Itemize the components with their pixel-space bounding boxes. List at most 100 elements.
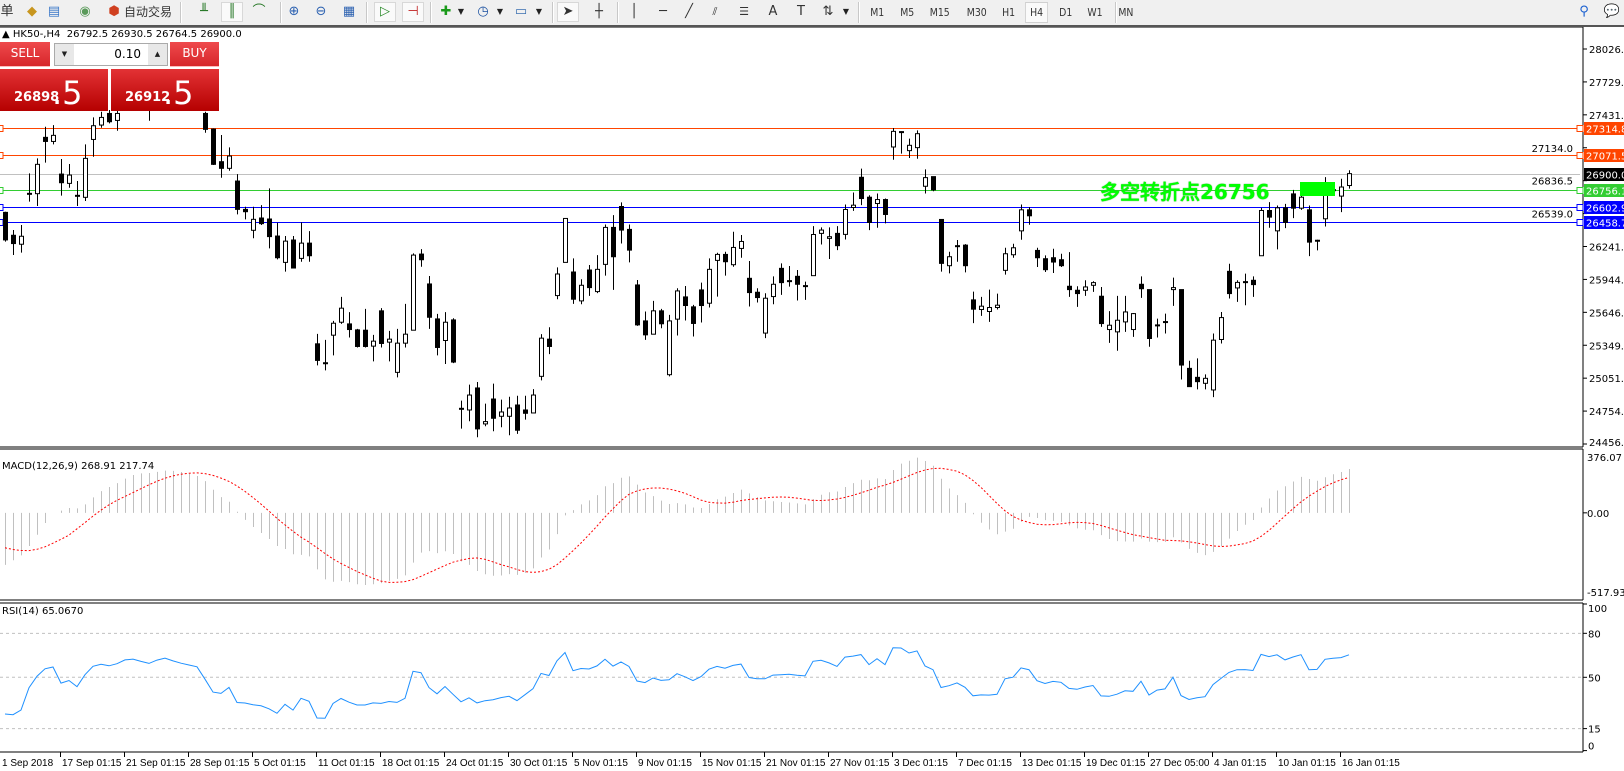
candle (683, 285, 688, 321)
crosshair-icon[interactable]: ┼ (595, 4, 603, 19)
text-icon[interactable]: A (768, 4, 778, 19)
lot-size-stepper[interactable]: ▼ 0.10 ▲ (54, 43, 168, 66)
candle-body-bull (851, 204, 856, 208)
auto-trading-icon[interactable]: ⬢ (108, 4, 120, 19)
line-handle-right (1576, 204, 1584, 211)
candle (771, 276, 776, 305)
candle (923, 169, 928, 194)
collapse-arrow-icon[interactable]: ▲ (2, 29, 10, 40)
templates-icon[interactable]: ▭ (514, 4, 528, 19)
candle-body-bear (1251, 279, 1256, 286)
timeframe-d1[interactable]: D1 (1058, 6, 1072, 19)
candle (963, 244, 968, 273)
candle-body-bear (1155, 324, 1160, 327)
candle-body-bear (963, 244, 968, 267)
candle-body-bull (715, 253, 720, 261)
fibonacci-icon[interactable]: ☰ (739, 5, 749, 18)
candle (1011, 243, 1016, 258)
line-handle-right (1576, 187, 1584, 194)
candle (1123, 295, 1128, 332)
candle (475, 381, 480, 438)
candle (595, 255, 600, 294)
auto-trading-button[interactable]: 自动交易 (124, 5, 173, 19)
candle (291, 236, 296, 269)
text-label-icon[interactable]: T (797, 4, 805, 19)
timeframe-m30[interactable]: M30 (966, 6, 987, 19)
buy-price-box[interactable]: 26912 .5 (111, 69, 219, 111)
periods-dropdown[interactable]: ▼ (496, 7, 504, 16)
candle (1227, 263, 1232, 299)
sell-button[interactable]: SELL (0, 42, 50, 67)
signal-icon[interactable]: ◉ (79, 4, 91, 19)
candle (483, 403, 488, 427)
indicators-icon[interactable]: ✚ (440, 4, 452, 19)
periods-clock-icon[interactable]: ◷ (477, 4, 489, 19)
price-axis: 28026.5 27729.0 27431.5 27134.0 26836.5 26539… (1532, 45, 1624, 753)
candle-body-bull (1299, 196, 1304, 209)
timeframe-m1[interactable]: M1 (870, 6, 885, 19)
chart-shift-icon[interactable]: ⊣ (402, 2, 424, 22)
templates-dropdown[interactable]: ▼ (535, 7, 543, 16)
buy-button[interactable]: BUY (170, 42, 219, 67)
candlestick-chart-icon[interactable]: ║ (221, 2, 243, 22)
timeframe-m5[interactable]: M5 (899, 6, 914, 19)
time-label: 5 Oct 01:15 (254, 758, 306, 769)
bar-chart-icon[interactable]: ╨ (200, 4, 208, 19)
candle-body-bull (819, 229, 824, 234)
zoom-out-icon[interactable]: ⊖ (315, 4, 327, 19)
candle (1187, 360, 1192, 388)
search-icon[interactable]: ⚲ (1579, 4, 1589, 19)
horizontal-line-icon[interactable]: ─ (659, 4, 667, 19)
lot-decrease-icon[interactable]: ▼ (55, 44, 74, 65)
line-chart-icon[interactable]: ⌒ (252, 4, 266, 19)
timeframe-m15[interactable]: M15 (929, 6, 950, 19)
gold-icon[interactable]: ◆ (27, 4, 37, 19)
timeframe-mn[interactable]: MN (1118, 6, 1134, 19)
candle-body-bull (35, 163, 40, 195)
candle-body-bear (435, 318, 440, 348)
market-watch-icon[interactable]: ▤ (47, 4, 61, 19)
pivot-annotation-text[interactable]: 多空转折点26756 (1100, 180, 1270, 204)
pivot-marker-rectangle[interactable] (1300, 182, 1335, 196)
menu-fragment[interactable]: 单 (0, 4, 14, 19)
timeframe-w1[interactable]: W1 (1087, 6, 1103, 19)
zoom-in-icon[interactable]: ⊕ (288, 4, 300, 19)
candle (51, 125, 56, 145)
price-tick-label: 25051.5 (1589, 374, 1624, 385)
macd-label: MACD(12,26,9) 268.91 217.74 (2, 461, 155, 472)
arrows-dropdown[interactable]: ▼ (842, 7, 850, 16)
candle (83, 144, 88, 201)
candle (307, 231, 312, 262)
candle-body-bull (507, 407, 512, 417)
time-label: 21 Sep 01:15 (126, 758, 186, 769)
candle (899, 131, 904, 154)
line-price-tag (1584, 201, 1624, 214)
timeframe-h4[interactable]: H4 (1025, 2, 1049, 23)
candle-body-bull (1091, 282, 1096, 286)
candle (1099, 286, 1104, 327)
trendline-icon[interactable]: ╱ (685, 4, 693, 19)
candle (819, 227, 824, 245)
tile-windows-icon[interactable]: ▦ (342, 4, 356, 19)
vertical-line-icon[interactable]: │ (630, 4, 638, 19)
candle-body-bear (931, 176, 936, 191)
lot-size-input[interactable]: 0.10 (114, 47, 141, 61)
arrows-icon[interactable]: ⇅ (822, 4, 834, 19)
timeframe-h1[interactable]: H1 (1002, 6, 1016, 19)
candle-body-bull (1275, 207, 1280, 232)
candle (523, 395, 528, 420)
auto-scroll-icon[interactable]: ▷ (374, 2, 396, 22)
candle-body-bear (723, 253, 728, 263)
indicators-dropdown[interactable]: ▼ (457, 7, 465, 16)
chat-icon[interactable]: 💬 (1603, 4, 1621, 19)
candle-body-bull (1347, 173, 1352, 187)
cursor-icon[interactable]: ➤ (557, 2, 579, 22)
candle-body-bear (475, 387, 480, 430)
lot-increase-icon[interactable]: ▲ (148, 44, 167, 65)
candle-body-bear (3, 211, 8, 241)
candle-body-bull (771, 283, 776, 298)
equidistant-channel-icon[interactable]: ⫽ (712, 5, 718, 18)
time-label: 28 Sep 01:15 (190, 758, 250, 769)
sell-price-box[interactable]: 26898 .5 (0, 69, 108, 111)
